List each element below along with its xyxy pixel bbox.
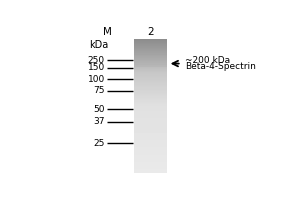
- Text: M: M: [103, 27, 112, 37]
- Text: 100: 100: [88, 75, 105, 84]
- Text: 37: 37: [93, 117, 105, 126]
- Text: ~200 kDa: ~200 kDa: [185, 56, 230, 65]
- Text: kDa: kDa: [89, 40, 109, 50]
- Text: 250: 250: [88, 56, 105, 65]
- Text: 25: 25: [94, 139, 105, 148]
- Text: Beta-4-Spectrin: Beta-4-Spectrin: [185, 62, 256, 71]
- Text: 50: 50: [93, 105, 105, 114]
- Text: 2: 2: [147, 27, 154, 37]
- Text: 150: 150: [88, 63, 105, 72]
- Text: 75: 75: [93, 86, 105, 95]
